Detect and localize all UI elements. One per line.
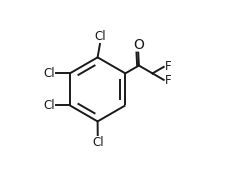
Text: O: O bbox=[133, 38, 144, 52]
Text: Cl: Cl bbox=[94, 30, 106, 43]
Text: Cl: Cl bbox=[92, 136, 104, 149]
Text: Cl: Cl bbox=[43, 67, 55, 80]
Text: F: F bbox=[164, 74, 171, 87]
Text: F: F bbox=[164, 60, 171, 73]
Text: Cl: Cl bbox=[43, 99, 55, 112]
